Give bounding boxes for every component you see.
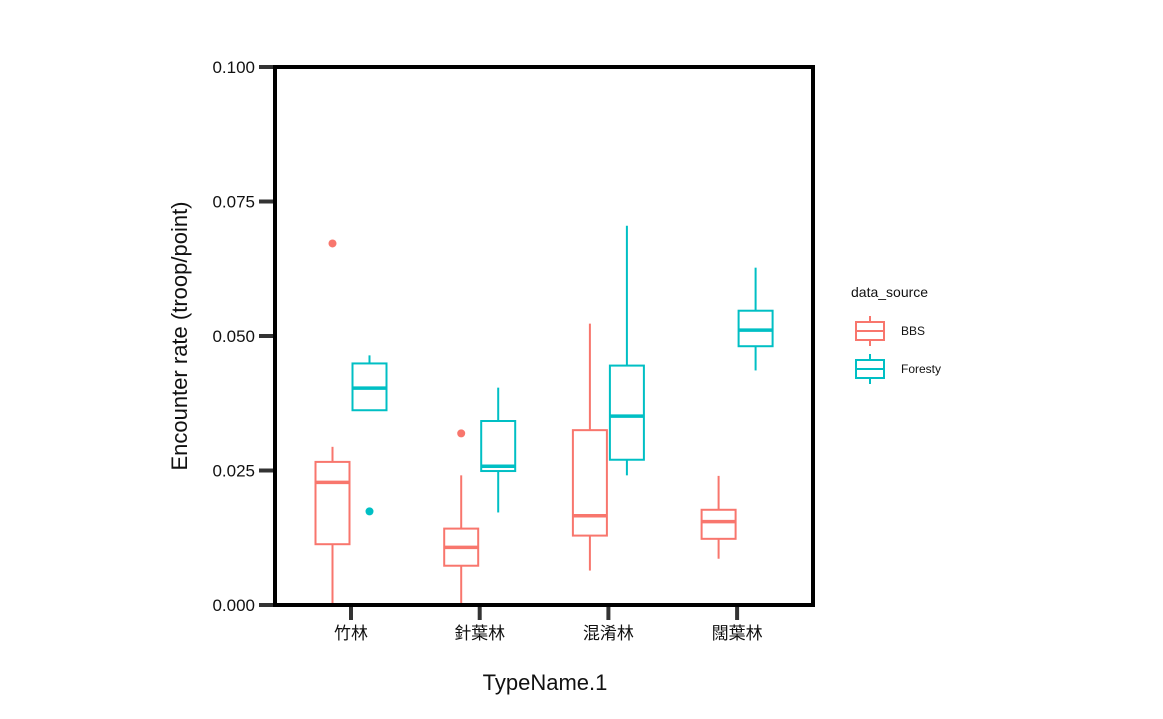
outlier-point (365, 507, 374, 516)
box-BBS-針葉林 (443, 429, 480, 605)
y-tick-label: 0.000 (212, 596, 255, 615)
box-Foresty-竹林 (351, 355, 388, 516)
box-BBS-闊葉林 (700, 475, 737, 559)
box-plot-marks (314, 225, 774, 605)
x-tick-label: 混淆林 (583, 624, 634, 644)
box-Foresty-混淆林 (608, 225, 645, 476)
y-axis: 0.000 0.025 0.050 0.075 0.100 (212, 58, 273, 615)
legend-title: data_source (851, 284, 928, 300)
legend: data_source BBS Foresty (851, 284, 941, 384)
x-tick-label: 竹林 (334, 624, 368, 644)
box-BBS-混淆林 (571, 323, 608, 571)
legend-label: Foresty (901, 362, 941, 376)
legend-label: BBS (901, 324, 925, 338)
iqr-box (480, 420, 517, 473)
legend-item-Foresty: Foresty (855, 354, 941, 384)
y-tick-label: 0.050 (212, 327, 255, 346)
x-axis: 竹林 針葉林 混淆林 闊葉林 (334, 607, 763, 644)
legend-item-BBS: BBS (855, 316, 925, 346)
iqr-box (608, 364, 645, 461)
x-tick-label: 針葉林 (454, 624, 505, 644)
y-axis-title: Encounter rate (troop/point) (167, 201, 192, 470)
iqr-box (700, 508, 737, 540)
box-BBS-竹林 (314, 239, 351, 605)
x-axis-title: TypeName.1 (483, 670, 608, 695)
iqr-box (314, 460, 351, 546)
box-Foresty-針葉林 (480, 387, 517, 513)
y-tick-label: 0.100 (212, 58, 255, 77)
box-Foresty-闊葉林 (737, 267, 774, 371)
x-tick-label: 闊葉林 (712, 624, 763, 644)
y-tick-label: 0.025 (212, 462, 255, 481)
y-tick-label: 0.075 (212, 193, 255, 212)
iqr-box (571, 429, 608, 537)
outlier-point (328, 239, 337, 248)
plot-panel-border (273, 65, 815, 607)
outlier-point (457, 429, 466, 438)
